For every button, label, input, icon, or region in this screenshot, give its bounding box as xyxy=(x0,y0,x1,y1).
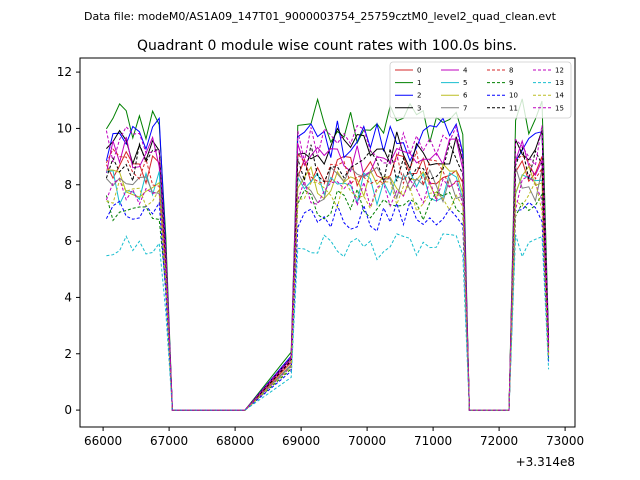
y-tick-label: 0 xyxy=(64,403,72,417)
x-tick-label: 70000 xyxy=(348,434,386,448)
series-lines xyxy=(105,97,550,411)
plot-frame xyxy=(79,57,576,428)
series-line-9 xyxy=(105,187,550,411)
chart-title: Quadrant 0 module wise count rates with … xyxy=(137,38,517,54)
legend-label-7: 7 xyxy=(463,104,467,112)
y-tick-label: 2 xyxy=(64,347,72,361)
series-line-5 xyxy=(106,170,550,411)
legend-label-4: 4 xyxy=(463,67,468,75)
series-line-12 xyxy=(105,175,550,411)
x-tick-label: 66000 xyxy=(84,434,122,448)
axes-layer: 66000 67000 68000 69000 70000 71000 72000 73000… xyxy=(57,65,584,448)
series-line-7 xyxy=(106,166,550,411)
y-tick-label: 8 xyxy=(64,178,72,192)
y-tick-label: 12 xyxy=(57,65,72,79)
series-line-4 xyxy=(105,135,550,411)
series-line-10 xyxy=(105,199,550,411)
y-tick-label: 6 xyxy=(64,234,72,248)
legend-label-12: 12 xyxy=(555,67,564,75)
x-tick-label: 71000 xyxy=(414,434,452,448)
series-line-13 xyxy=(106,233,550,411)
y-tick-label: 10 xyxy=(57,121,72,135)
figure-suptitle: Data file: modeM0/AS1A09_147T01_90000037… xyxy=(84,10,557,23)
legend-label-15: 15 xyxy=(555,104,564,112)
series-line-15 xyxy=(105,124,550,411)
series-line-0 xyxy=(105,150,550,411)
legend-label-13: 13 xyxy=(555,79,564,87)
legend-label-1: 1 xyxy=(417,79,421,87)
legend-label-8: 8 xyxy=(509,67,513,75)
x-tick-label: 68000 xyxy=(216,434,254,448)
x-tick-label: 72000 xyxy=(480,434,518,448)
y-tick-label: 4 xyxy=(64,290,72,304)
x-tick-label: 69000 xyxy=(282,434,320,448)
legend-label-3: 3 xyxy=(417,104,421,112)
series-line-14 xyxy=(106,178,550,411)
legend-label-11: 11 xyxy=(509,104,518,112)
x-offset-label: +3.314e8 xyxy=(516,455,575,469)
legend-label-5: 5 xyxy=(463,79,467,87)
series-line-6 xyxy=(106,162,550,411)
legend-label-10: 10 xyxy=(509,92,518,100)
series-layer xyxy=(105,97,550,411)
series-line-8 xyxy=(105,148,550,411)
legend-label-2: 2 xyxy=(417,92,421,100)
x-tick-label: 73000 xyxy=(546,434,584,448)
legend-box xyxy=(389,61,572,119)
legend-label-0: 0 xyxy=(417,67,421,75)
legend-label-6: 6 xyxy=(463,92,468,100)
series-line-3 xyxy=(106,127,550,411)
series-line-2 xyxy=(105,116,550,411)
legend-label-14: 14 xyxy=(555,92,564,100)
x-tick-label: 67000 xyxy=(150,434,188,448)
legend-label-9: 9 xyxy=(509,79,513,87)
